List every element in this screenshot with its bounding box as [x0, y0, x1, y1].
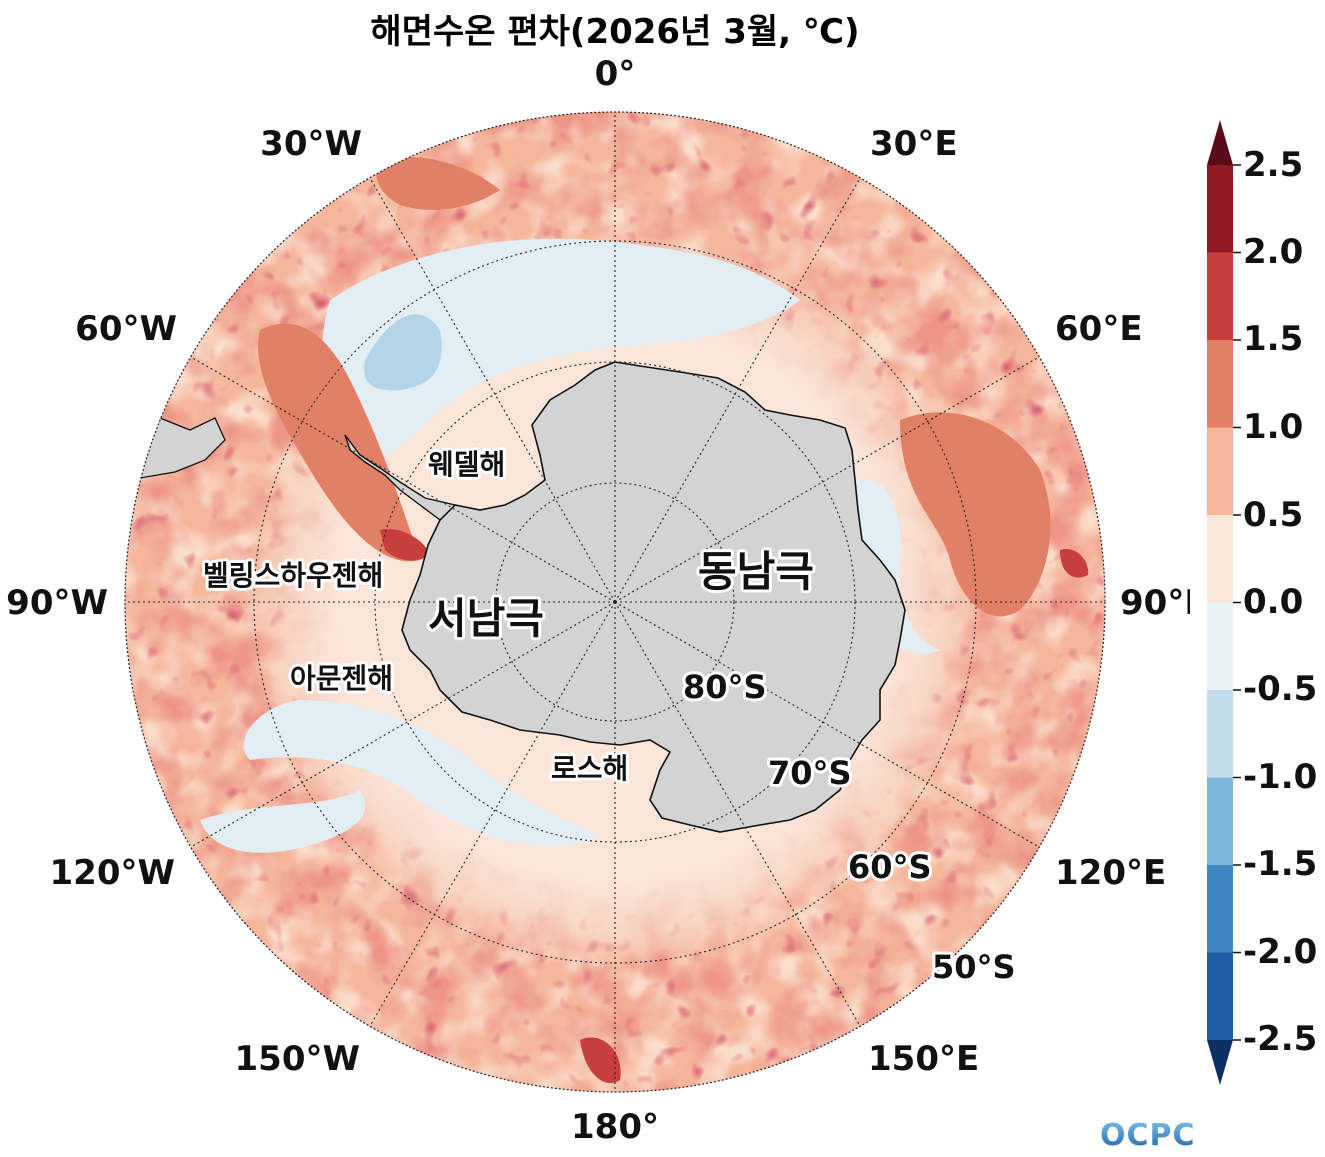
- weddell-cool-area: [321, 238, 800, 463]
- lon-label-30e: 30°E: [870, 124, 958, 164]
- colorbar-tick: -1.0: [1243, 757, 1317, 797]
- colorbar-tick: -1.5: [1243, 844, 1317, 884]
- meridian-150w: [369, 601, 616, 1027]
- colorbar-extend-max: [1207, 120, 1233, 165]
- lon-label-60w: 60°W: [75, 309, 177, 349]
- region-labels: 동남극 서남극 웨델해 벨링스하우젠해 아문젠해 로스해: [200, 445, 817, 788]
- label-amundsen-sea: 아문젠해: [290, 662, 393, 695]
- latitude-circle-80s: [495, 482, 735, 722]
- colorbar-tick: 2.5: [1243, 145, 1303, 185]
- colorbar-tick: 2.0: [1243, 232, 1303, 272]
- amundsen-cool-area: [243, 700, 600, 847]
- label-west-antarctica: 서남극: [428, 594, 544, 643]
- colorbar: 2.5 2.0 1.5 1.0 0.5 0.0 -0.5 -1.0 -1.5 -…: [1207, 120, 1317, 1085]
- colorbar-band: [1207, 602, 1233, 691]
- lat-label-50s: 50°S: [932, 948, 1016, 986]
- pacific-cool-area: [200, 790, 366, 853]
- weddell-cold-patch: [364, 314, 442, 391]
- colorbar-extend-min: [1207, 1040, 1233, 1085]
- peninsula-warm-area: [258, 323, 420, 562]
- colorbar-tick: -2.0: [1243, 932, 1317, 972]
- colorbar-tick: 1.0: [1243, 407, 1303, 447]
- lon-label-60e: 60°E: [1055, 309, 1143, 349]
- east-hot-patch: [1060, 549, 1089, 578]
- colorbar-band: [1207, 515, 1233, 603]
- colorbar-band: [1207, 777, 1233, 866]
- meridian-60e: [614, 356, 1040, 603]
- colorbar-tick: 0.0: [1243, 582, 1303, 622]
- ocpc-logo: OCPC: [1100, 1118, 1196, 1153]
- lon-label-0: 0°: [595, 54, 636, 94]
- graticule: [125, 112, 1105, 1092]
- colorbar-band: [1207, 952, 1233, 1041]
- colorbar-band: [1207, 690, 1233, 778]
- colorbar-band: [1207, 427, 1233, 516]
- atlantic-warm-area: [376, 156, 500, 210]
- antarctica-land: [401, 361, 906, 833]
- lat-label-80s: 80°S: [683, 668, 767, 706]
- label-weddell-sea: 웨델해: [428, 448, 505, 481]
- east-indian-warm-area: [900, 412, 1051, 617]
- label-bellingshausen-sea: 벨링스하우젠해: [203, 559, 383, 592]
- lon-label-120w: 120°W: [50, 853, 175, 893]
- map-title: 해면수온 편차(2026년 3월, ℃): [370, 12, 860, 52]
- colorbar-tick: -0.5: [1243, 669, 1317, 709]
- lon-label-180: 180°: [571, 1107, 659, 1147]
- lat-label-60s: 60°S: [848, 848, 932, 886]
- colorbar-bands: [1207, 120, 1241, 1085]
- lon-label-90w: 90°W: [6, 583, 108, 623]
- colorbar-band: [1207, 165, 1233, 253]
- lon-label-120e: 120°E: [1055, 853, 1166, 893]
- colorbar-ticks: 2.5 2.0 1.5 1.0 0.5 0.0 -0.5 -1.0 -1.5 -…: [1243, 145, 1317, 1059]
- longitude-labels: 0° 30°E 60°E 90°E 120°E 150°E 180° 150°W…: [6, 54, 1190, 1147]
- colorbar-tick: 1.5: [1243, 319, 1303, 359]
- meridian-30w: [369, 177, 616, 603]
- meridian-60w: [190, 356, 616, 603]
- lat-label-70s: 70°S: [768, 754, 852, 792]
- meridian-30e: [614, 177, 861, 603]
- colorbar-tick: -2.5: [1243, 1019, 1317, 1059]
- map-boundary: [124, 111, 1106, 1093]
- label-ross-sea: 로스해: [551, 752, 628, 785]
- antarctic-peninsula: [344, 434, 457, 521]
- meridian-120w: [190, 601, 616, 848]
- colorbar-band: [1207, 340, 1233, 428]
- colorbar-band: [1207, 865, 1233, 953]
- lon-label-30w: 30°W: [260, 124, 362, 164]
- colorbar-tick: 0.5: [1243, 495, 1303, 535]
- polar-map: 0° 30°E 60°E 90°E 120°E 150°E 180° 150°W…: [6, 54, 1190, 1147]
- label-east-antarctica: 동남극: [698, 547, 814, 596]
- southern-pacific-hot-patch: [580, 1037, 621, 1084]
- meridian-150e: [614, 601, 861, 1027]
- colorbar-band: [1207, 252, 1233, 341]
- lon-label-150e: 150°E: [868, 1039, 979, 1079]
- meridian-120e: [614, 601, 1040, 848]
- latitude-labels: 80°S 70°S 60°S 50°S: [680, 665, 1019, 989]
- lon-label-90e: 90°E: [1120, 583, 1190, 623]
- lon-label-150w: 150°W: [235, 1039, 360, 1079]
- bellingshausen-hot-patch: [380, 529, 430, 561]
